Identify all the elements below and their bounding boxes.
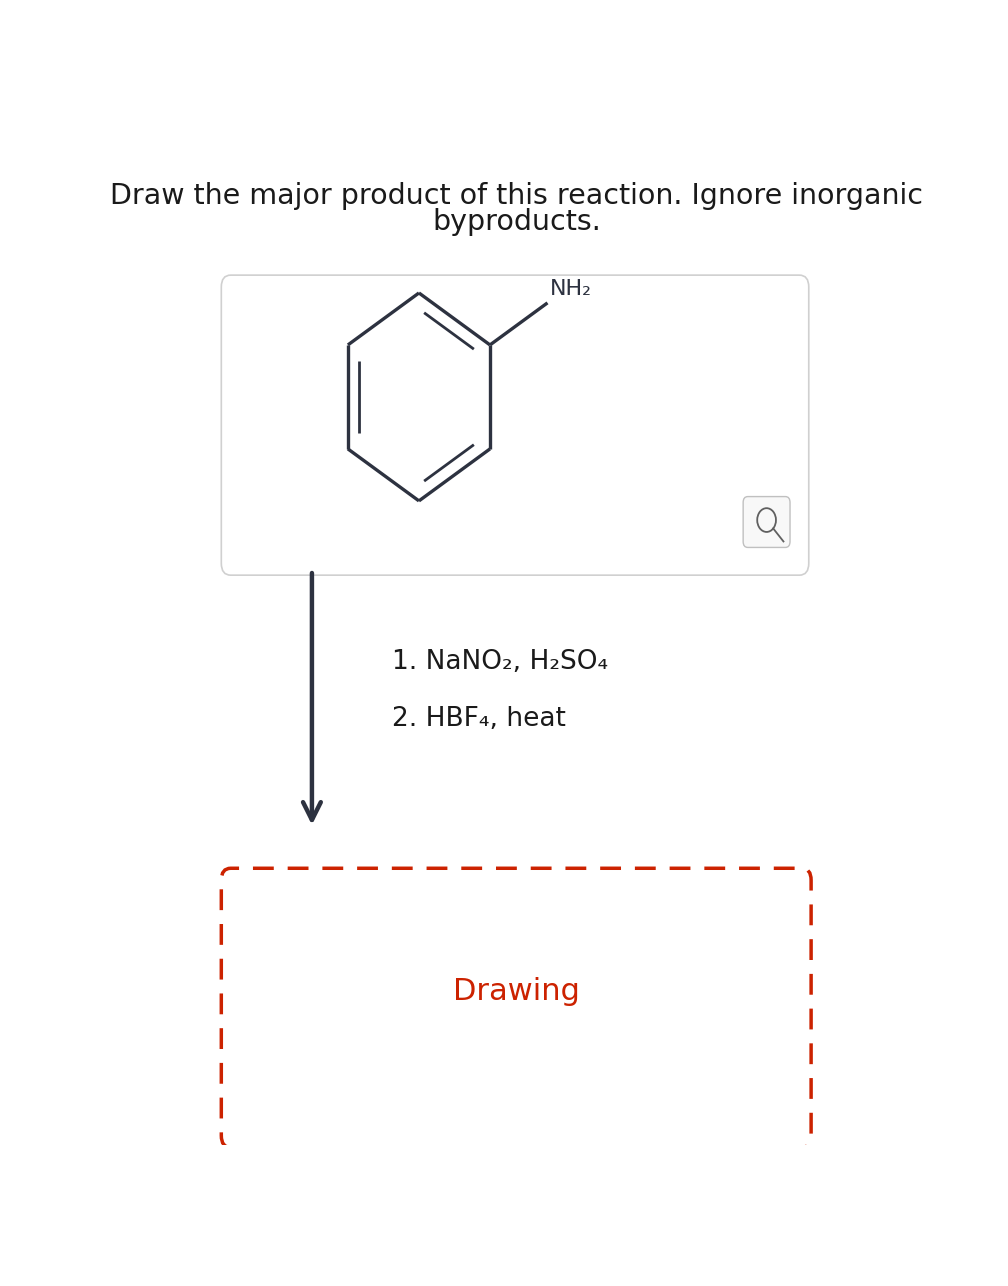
- Text: Draw the major product of this reaction. Ignore inorganic: Draw the major product of this reaction.…: [110, 181, 923, 210]
- FancyBboxPatch shape: [743, 496, 790, 548]
- FancyBboxPatch shape: [222, 868, 811, 1147]
- Text: 1. NaNO₂, H₂SO₄: 1. NaNO₂, H₂SO₄: [391, 649, 608, 675]
- Text: Drawing: Drawing: [454, 976, 580, 1006]
- FancyBboxPatch shape: [222, 275, 808, 575]
- Text: NH₂: NH₂: [549, 279, 592, 298]
- Text: 2. HBF₄, heat: 2. HBF₄, heat: [391, 706, 565, 732]
- Text: byproducts.: byproducts.: [432, 207, 601, 235]
